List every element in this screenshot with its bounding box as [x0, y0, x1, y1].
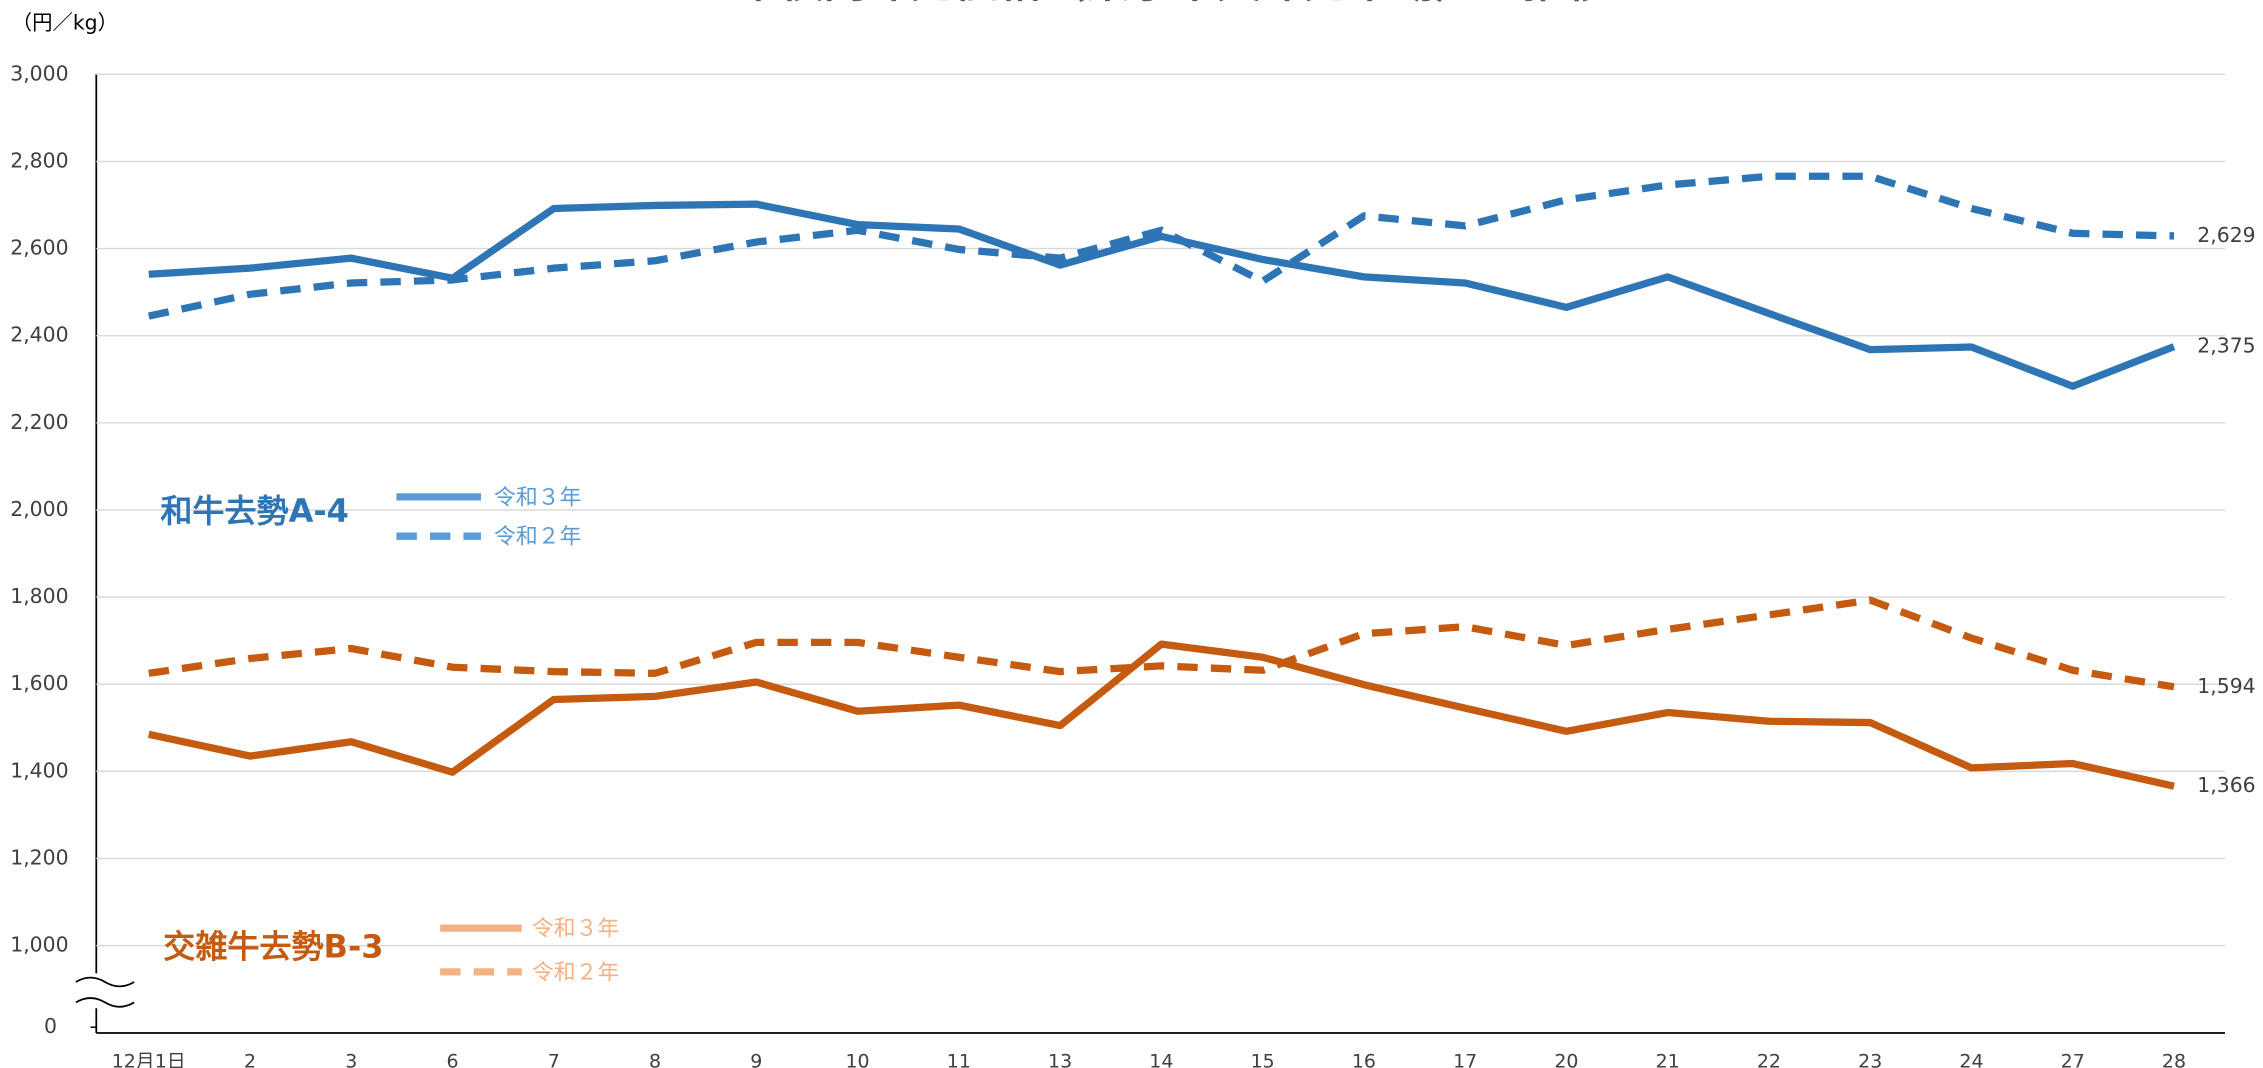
data-label: 1,366 [2197, 773, 2255, 797]
x-tick-label: 13 [1048, 1051, 1072, 1068]
x-tick-label: 14 [1149, 1051, 1173, 1068]
y-tick-label: 0 [44, 1014, 57, 1038]
legend-label: 令和３年 [494, 485, 581, 510]
y-tick-label: 1,000 [10, 933, 68, 957]
y-tick-label: 2,600 [10, 236, 68, 260]
data-label: 1,594 [2197, 674, 2255, 698]
grid [96, 73, 2225, 947]
x-tick-label: 27 [2061, 1051, 2085, 1068]
line [148, 200, 2176, 390]
legend-group: 和牛去勢A-4 [160, 492, 349, 530]
y-tick-label: 1,200 [10, 845, 68, 869]
line [148, 596, 2175, 691]
x-tick-label: 8 [649, 1051, 661, 1068]
legend-group: 交雑牛去勢B-3 [163, 928, 383, 966]
y-tick-label: 1,400 [10, 758, 68, 782]
data-label: 2,375 [2197, 334, 2255, 358]
data-label: 2,629 [2197, 223, 2255, 247]
y-unit: （円／kg） [12, 10, 118, 34]
x-tick-label: 28 [2162, 1051, 2186, 1068]
x-tick-label: 7 [548, 1051, 560, 1068]
y-tick-label: 3,000 [10, 61, 68, 85]
legend-label: 令和２年 [532, 960, 619, 985]
x-tick-label: 24 [1959, 1051, 1983, 1068]
legend-label: 令和２年 [494, 525, 581, 550]
y-tick-label: 2,800 [10, 148, 68, 172]
x-tick-label: 17 [1453, 1051, 1477, 1068]
y-tick-label: 1,600 [10, 671, 68, 695]
x-tick-label: 15 [1251, 1051, 1275, 1068]
x-tick-label: 21 [1656, 1051, 1680, 1068]
x-tick-label: 16 [1352, 1051, 1376, 1068]
chart-title: 牛枝肉卸売価格（東京中央卸売市場）の推移 [736, 0, 1610, 8]
y-tick-label: 2,000 [10, 497, 68, 521]
x-tick-label: 11 [947, 1051, 971, 1068]
x-tick-label: 22 [1757, 1051, 1781, 1068]
axis-break [72, 973, 135, 1009]
x-tick-label: 20 [1554, 1051, 1578, 1068]
line [147, 172, 2175, 320]
x-tick-label: 3 [345, 1051, 357, 1068]
line [147, 640, 2175, 790]
x-tick-label: 9 [750, 1051, 762, 1068]
x-tick-label: 12月1日 [112, 1051, 186, 1068]
y-tick-label: 2,400 [10, 323, 68, 347]
x-tick-label: 23 [1858, 1051, 1882, 1068]
y-tick-label: 2,200 [10, 410, 68, 434]
x-tick-label: 2 [244, 1051, 256, 1068]
break-mark [75, 976, 135, 1008]
x-tick-label: 10 [846, 1051, 870, 1068]
legend-label: 令和３年 [532, 917, 619, 942]
y-tick-label: 1,800 [10, 584, 68, 608]
x-tick-label: 6 [446, 1051, 458, 1068]
